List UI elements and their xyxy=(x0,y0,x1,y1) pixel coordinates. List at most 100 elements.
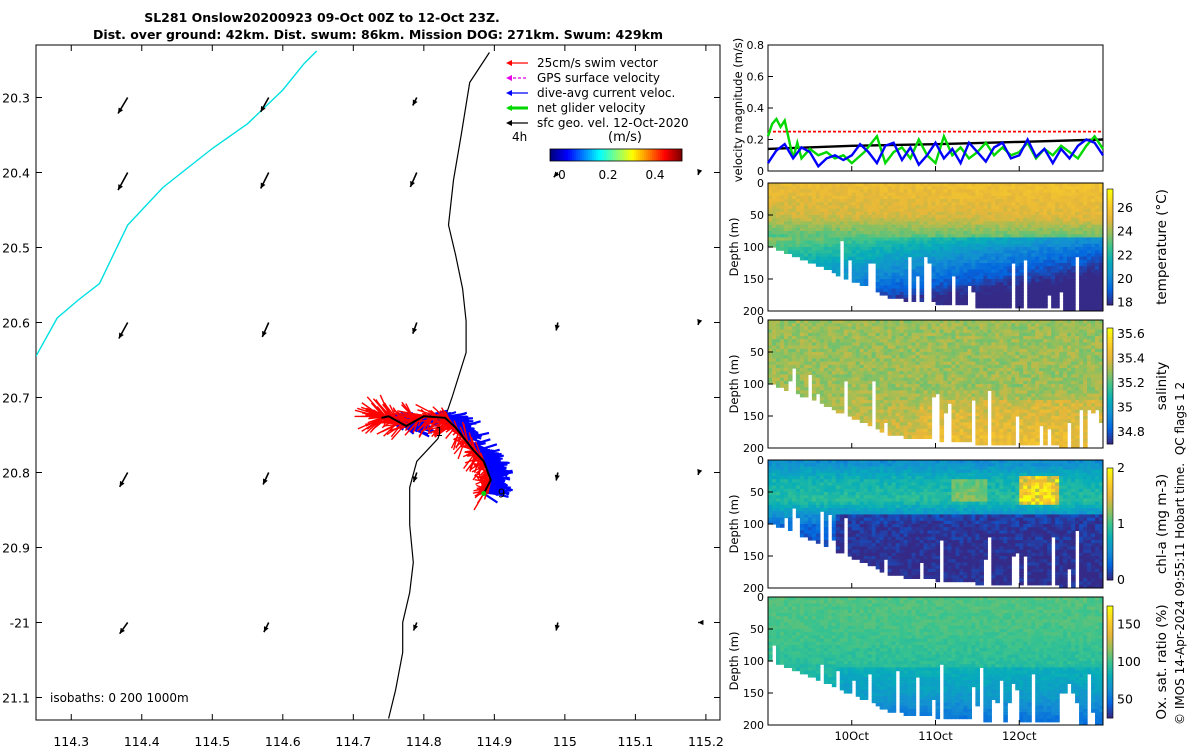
salinity-cell xyxy=(831,380,837,385)
salinity-cell xyxy=(923,428,929,433)
temperature-cell xyxy=(887,231,893,235)
salinity-cell xyxy=(903,326,909,331)
salinity-cell xyxy=(899,320,905,324)
salinity-cell xyxy=(867,329,873,334)
salinity-cell xyxy=(947,320,953,324)
temperature-cell xyxy=(867,237,873,242)
salinity-cell xyxy=(915,412,921,417)
temperature-cell xyxy=(911,234,917,238)
temperature-cell xyxy=(803,250,809,254)
temperature-cell xyxy=(987,272,992,277)
temperature-cell xyxy=(1063,298,1068,302)
salinity-cell xyxy=(931,374,937,379)
temperature-cell xyxy=(1063,240,1068,245)
salinity-cell xyxy=(863,352,869,356)
temperature-cell xyxy=(823,227,829,232)
temperature-cell xyxy=(963,199,969,203)
colorbar-tick-label: 20 xyxy=(1117,271,1133,286)
temperature-cell xyxy=(1079,202,1084,206)
temperature-cell xyxy=(1011,208,1016,213)
temperature-cell xyxy=(1099,205,1103,210)
temperature-cell xyxy=(1043,243,1048,248)
temperature-cell xyxy=(1055,285,1060,290)
salinity-cell xyxy=(863,390,869,395)
temperature-cell xyxy=(999,253,1004,258)
temperature-cell xyxy=(935,237,941,242)
salinity-cell xyxy=(819,320,825,324)
temperature-cell xyxy=(1039,218,1044,222)
salinity-cell xyxy=(867,406,873,411)
salinity-cell xyxy=(823,368,829,372)
temperature-cell xyxy=(1059,227,1064,232)
temperature-cell xyxy=(915,259,921,264)
temperature-cell xyxy=(843,247,849,251)
temperature-cell xyxy=(1051,199,1056,203)
current-vector xyxy=(457,427,474,432)
salinity-cell xyxy=(919,432,925,436)
colorbar-cell xyxy=(1107,270,1113,274)
salinity-cell xyxy=(827,320,833,324)
temperature-cell xyxy=(827,227,833,232)
temperature-cell xyxy=(883,243,889,248)
temperature-cell xyxy=(951,253,957,258)
temperature-cell xyxy=(983,227,988,232)
depth-tick-label: 200 xyxy=(743,305,764,318)
temperature-cell xyxy=(811,237,817,242)
temperature-cell xyxy=(1031,279,1036,283)
temperature-cell xyxy=(1039,247,1044,251)
salinity-cell xyxy=(768,352,773,356)
temperature-cell xyxy=(843,256,849,261)
salinity-cell xyxy=(859,400,865,404)
temperature-cell xyxy=(1063,288,1068,293)
temperature-cell xyxy=(855,208,861,213)
temperature-cell xyxy=(939,243,945,248)
y-tick-label: 20.3 xyxy=(2,91,30,106)
temperature-cell xyxy=(851,183,857,187)
salinity-cell xyxy=(827,368,833,372)
salinity-cell xyxy=(839,348,845,353)
temperature-cell xyxy=(1023,215,1028,219)
temperature-cell xyxy=(991,208,996,213)
salinity-cell xyxy=(803,377,809,382)
temperature-cell xyxy=(1039,205,1044,210)
temperature-cell xyxy=(779,195,785,200)
temperature-cell xyxy=(955,205,961,210)
temperature-cell xyxy=(771,243,777,248)
salinity-cell xyxy=(947,390,953,395)
temperature-cell xyxy=(867,208,873,213)
salinity-cell xyxy=(955,336,961,340)
salinity-cell xyxy=(851,387,857,391)
temperature-cell xyxy=(1091,205,1096,210)
temperature-cell xyxy=(971,259,976,264)
geo-vector-arrow xyxy=(554,322,560,331)
temperature-cell xyxy=(1063,275,1068,280)
temperature-cell xyxy=(931,279,937,283)
temperature-cell xyxy=(1043,237,1048,242)
salinity-cell xyxy=(915,320,921,324)
temperature-cell xyxy=(915,272,921,277)
temperature-cell xyxy=(999,266,1004,270)
temperature-cell xyxy=(1055,269,1060,274)
salinity-cell xyxy=(899,329,905,334)
temperature-cell xyxy=(983,263,988,267)
salinity-cell xyxy=(915,358,921,363)
colorbar-cell xyxy=(1107,290,1113,294)
temperature-cell xyxy=(979,183,984,187)
temperature-cell xyxy=(967,192,972,197)
temperature-cell xyxy=(1015,263,1020,267)
temperature-cell xyxy=(1063,253,1068,258)
salinity-cell xyxy=(907,364,913,369)
salinity-cell xyxy=(943,336,949,340)
temperature-cell xyxy=(1087,301,1092,306)
temperature-cell xyxy=(1087,215,1092,219)
temperature-cell xyxy=(891,266,897,270)
colorbar-cell xyxy=(1107,215,1113,219)
temperature-cell xyxy=(863,227,869,232)
salinity-cell xyxy=(839,380,845,385)
temperature-cell xyxy=(771,218,777,222)
salinity-cell xyxy=(895,380,901,385)
temperature-cell xyxy=(1035,237,1040,242)
temperature-cell xyxy=(1023,183,1028,187)
salinity-cell xyxy=(919,377,925,382)
glider-end-point xyxy=(481,491,487,496)
